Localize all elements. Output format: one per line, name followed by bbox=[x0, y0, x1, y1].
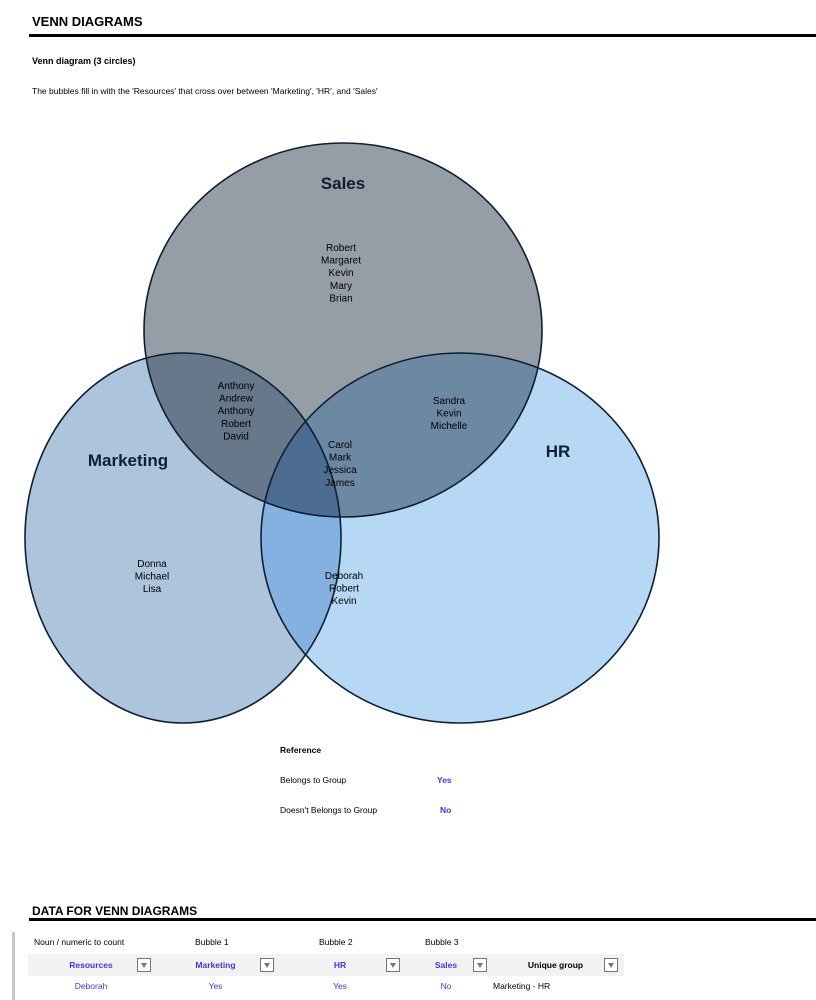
region-name-all-three: James bbox=[325, 478, 354, 489]
header-hr: HR bbox=[333, 960, 347, 970]
cell-unique-group: Marketing - HR bbox=[493, 981, 551, 991]
region-name-sales-only: Margaret bbox=[321, 256, 361, 267]
not-belongs-value: No bbox=[440, 805, 452, 815]
sales-marketing-overlap bbox=[144, 353, 341, 517]
data-section-title: DATA FOR VENN DIAGRAMS bbox=[32, 904, 198, 918]
region-name-sales-only: Kevin bbox=[328, 268, 353, 279]
reference-title: Reference bbox=[280, 745, 322, 755]
region-name-sales-only: Brian bbox=[329, 293, 352, 304]
region-name-marketing-sales: Anthony bbox=[218, 406, 255, 417]
top-label: Bubble 3 bbox=[425, 937, 459, 947]
region-name-marketing-only: Michael bbox=[135, 572, 169, 583]
cell-resource: Deborah bbox=[74, 981, 108, 991]
region-name-marketing-sales: Andrew bbox=[219, 394, 254, 405]
region-name-sales-only: Mary bbox=[330, 281, 352, 292]
region-name-marketing-hr: Deborah bbox=[325, 571, 363, 582]
region-name-marketing-hr: Robert bbox=[329, 584, 359, 595]
header-unique-group: Unique group bbox=[527, 960, 584, 970]
region-name-marketing-sales: David bbox=[223, 431, 249, 442]
data-section-divider bbox=[29, 918, 816, 921]
region-name-sales-hr: Michelle bbox=[431, 421, 468, 432]
region-name-marketing-only: Donna bbox=[137, 559, 167, 570]
hr-label: HR bbox=[546, 442, 571, 461]
region-name-marketing-hr: Kevin bbox=[331, 596, 356, 607]
region-name-sales-hr: Kevin bbox=[436, 409, 461, 420]
header-resources: Resources bbox=[69, 960, 113, 970]
top-label: Bubble 2 bbox=[319, 937, 353, 947]
page-title: VENN DIAGRAMS bbox=[32, 14, 143, 29]
belongs-value: Yes bbox=[437, 775, 452, 785]
marketing-label: Marketing bbox=[88, 451, 168, 470]
top-label: Noun / numeric to count bbox=[34, 937, 125, 947]
belongs-label: Belongs to Group bbox=[280, 775, 347, 785]
region-name-all-three: Mark bbox=[329, 453, 352, 464]
top-label: Bubble 1 bbox=[195, 937, 229, 947]
region-name-marketing-only: Lisa bbox=[143, 584, 162, 595]
title-divider bbox=[29, 34, 816, 37]
header-marketing: Marketing bbox=[195, 960, 236, 970]
region-name-marketing-sales: Robert bbox=[221, 419, 251, 430]
data-table: Noun / numeric to count Bubble 1 Bubble … bbox=[28, 932, 628, 1000]
not-belongs-label: Doesn't Belongs to Group bbox=[280, 805, 378, 815]
region-name-marketing-sales: Anthony bbox=[218, 381, 255, 392]
header-sales: Sales bbox=[434, 960, 458, 970]
region-name-sales-only: Robert bbox=[326, 243, 356, 254]
region-name-all-three: Carol bbox=[328, 440, 352, 451]
filter-dropdown-sales[interactable] bbox=[473, 958, 487, 972]
region-name-all-three: Jessica bbox=[323, 465, 357, 476]
cell-sales: No bbox=[440, 981, 452, 991]
sales-hr-overlap bbox=[261, 353, 542, 517]
region-name-sales-hr: Sandra bbox=[433, 396, 466, 407]
filter-dropdown-hr[interactable] bbox=[386, 958, 400, 972]
cell-marketing: Yes bbox=[208, 981, 223, 991]
venn-diagram: Sales Marketing HR RobertMargaretKevinMa… bbox=[24, 142, 660, 724]
sales-label: Sales bbox=[321, 174, 365, 193]
group-bar bbox=[12, 932, 15, 1000]
cell-hr: Yes bbox=[333, 981, 347, 991]
diagram-description: The bubbles fill in with the 'Resources'… bbox=[32, 86, 378, 96]
diagram-subtitle: Venn diagram (3 circles) bbox=[32, 56, 136, 66]
filter-dropdown-unique-group[interactable] bbox=[604, 958, 618, 972]
filter-dropdown-marketing[interactable] bbox=[260, 958, 274, 972]
filter-dropdown-resources[interactable] bbox=[137, 958, 151, 972]
